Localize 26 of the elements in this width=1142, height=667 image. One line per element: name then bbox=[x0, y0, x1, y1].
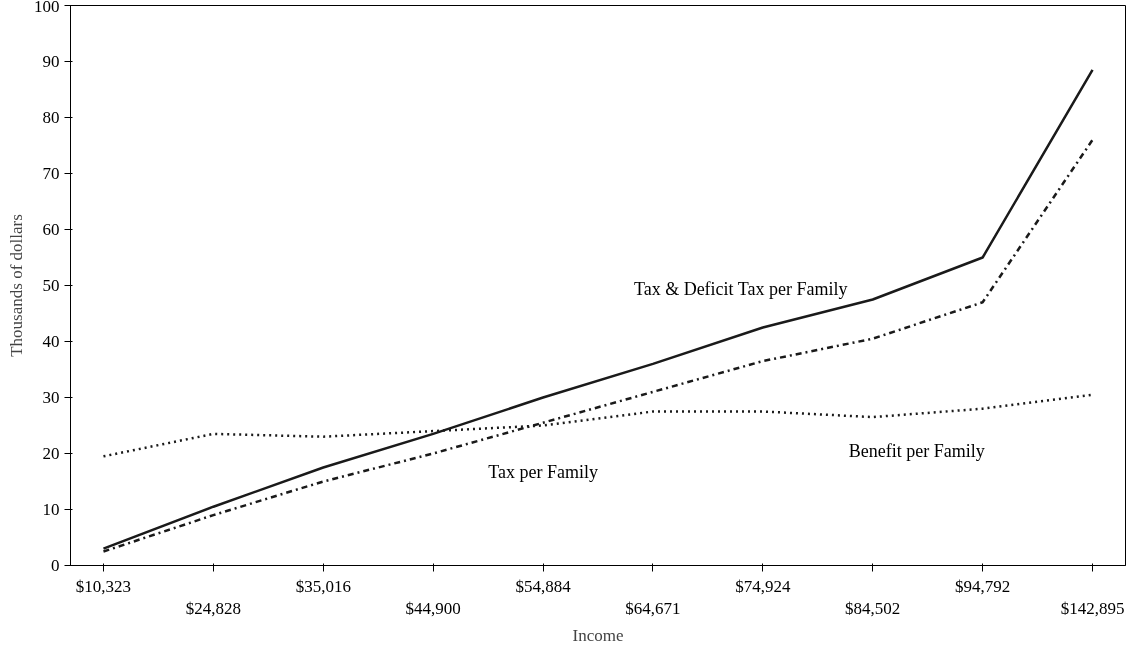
y-tick-label: 60 bbox=[42, 220, 60, 239]
y-axis-title: Thousands of dollars bbox=[7, 214, 26, 357]
x-axis-title: Income bbox=[572, 626, 624, 646]
y-tick-label: 100 bbox=[34, 0, 60, 16]
x-tick-label: $24,828 bbox=[185, 599, 241, 619]
y-tick-label: 30 bbox=[42, 388, 60, 407]
x-tick-label: $44,900 bbox=[405, 599, 461, 619]
x-tick-label: $94,792 bbox=[955, 576, 1011, 596]
x-tick-label: $35,016 bbox=[295, 576, 351, 596]
y-tick-label: 90 bbox=[42, 52, 60, 71]
y-tick-label: 10 bbox=[42, 500, 60, 519]
x-tick-label: $74,924 bbox=[735, 576, 791, 596]
y-tick-label: 0 bbox=[51, 556, 60, 575]
x-tick-label: $64,671 bbox=[625, 599, 681, 619]
x-tick-label: $142,895 bbox=[1060, 599, 1125, 619]
y-tick-label: 80 bbox=[42, 108, 60, 127]
y-tick-label: 20 bbox=[42, 444, 60, 463]
y-tick-label: 50 bbox=[42, 276, 60, 295]
x-tick-label: $10,323 bbox=[75, 576, 132, 596]
series-label: Benefit per Family bbox=[848, 440, 985, 461]
y-tick-label: 70 bbox=[42, 164, 60, 183]
x-tick-label: $54,884 bbox=[515, 576, 572, 596]
x-tick-label: $84,502 bbox=[845, 599, 901, 619]
series-label: Tax & Deficit Tax per Family bbox=[633, 278, 848, 299]
series-label: Tax per Family bbox=[488, 461, 598, 482]
y-tick-label: 40 bbox=[42, 332, 60, 351]
